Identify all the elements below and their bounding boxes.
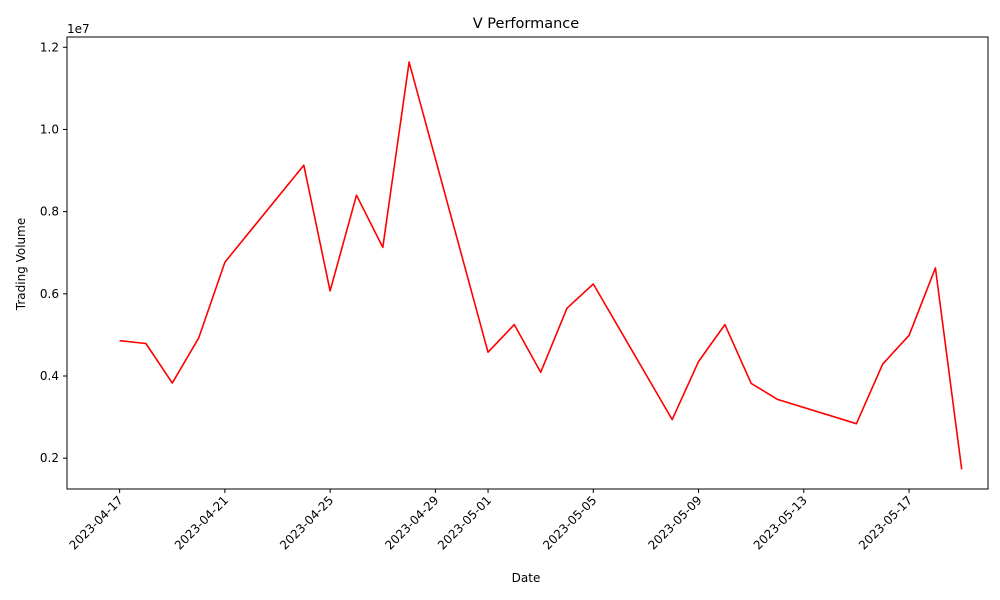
x-tick-label: 2023-05-13 bbox=[751, 493, 810, 552]
y-axis: 0.2 0.4 0.6 0.8 1.0 1.2 bbox=[40, 40, 67, 465]
y-axis-offset-label: 1e7 bbox=[67, 22, 90, 36]
x-tick-label: 2023-04-25 bbox=[277, 493, 336, 552]
x-tick-label: 2023-05-05 bbox=[540, 493, 599, 552]
y-tick-label: 0.4 bbox=[40, 369, 59, 383]
y-tick-label: 1.0 bbox=[40, 122, 59, 136]
y-tick-label: 0.8 bbox=[40, 205, 59, 219]
x-tick-label: 2023-04-21 bbox=[172, 493, 231, 552]
x-tick-label: 2023-05-01 bbox=[435, 493, 494, 552]
x-tick-label: 2023-04-17 bbox=[67, 493, 126, 552]
x-tick-label: 2023-04-29 bbox=[382, 493, 441, 552]
y-axis-title: Trading Volume bbox=[14, 218, 28, 311]
x-axis-title: Date bbox=[512, 571, 541, 585]
y-tick-label: 0.2 bbox=[40, 451, 59, 465]
chart-title: V Performance bbox=[473, 16, 579, 32]
x-axis: 2023-04-17 2023-04-21 2023-04-25 2023-04-29… bbox=[67, 489, 915, 552]
x-tick-label: 2023-05-17 bbox=[856, 493, 915, 552]
y-tick-label: 0.6 bbox=[40, 287, 59, 301]
x-tick-label: 2023-05-09 bbox=[645, 493, 704, 552]
series-line bbox=[119, 61, 963, 470]
plot-series bbox=[119, 61, 963, 470]
plot-frame bbox=[66, 36, 989, 490]
y-tick-label: 1.2 bbox=[40, 40, 59, 54]
